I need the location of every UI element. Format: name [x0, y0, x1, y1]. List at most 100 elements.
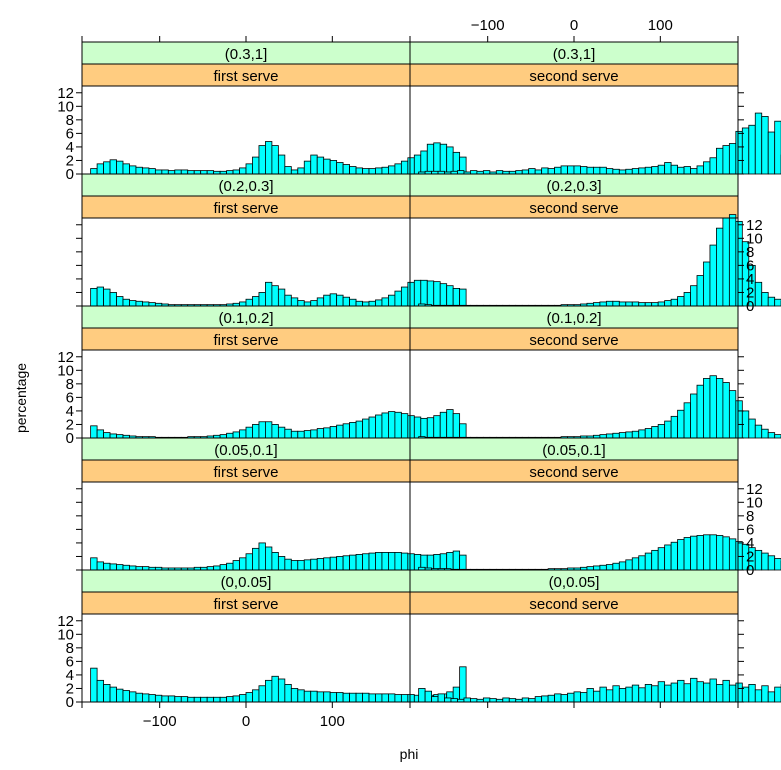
histogram-bar: [605, 300, 614, 307]
histogram-bar: [258, 685, 266, 703]
histogram-bar: [323, 691, 331, 703]
histogram-bar: [103, 432, 111, 439]
histogram-bar: [459, 423, 467, 439]
histogram-bar: [446, 285, 454, 307]
y-tick-label: 10: [57, 98, 74, 115]
histogram-bar: [502, 697, 510, 703]
histogram-bar: [644, 302, 653, 307]
histogram-bar: [728, 538, 737, 571]
histogram-bar: [277, 678, 286, 703]
histogram-bar: [554, 693, 562, 703]
histogram-bar: [362, 301, 370, 307]
histogram-bar: [303, 160, 312, 175]
strip-top-label: (0.05,0.1]: [542, 442, 605, 459]
histogram-bar: [413, 416, 422, 439]
histogram-bar: [586, 166, 594, 175]
histogram-bar: [459, 554, 467, 571]
strip-top-label: (0.2,0.3]: [218, 178, 273, 195]
histogram-bar: [554, 166, 562, 175]
histogram-bar: [703, 534, 711, 571]
histogram-bar: [245, 298, 253, 307]
histogram-bar: [375, 414, 383, 439]
strip-bottom-label: first serve: [213, 200, 278, 217]
y-tick-label: 8: [66, 640, 74, 657]
histogram-bar: [381, 693, 389, 703]
panel: (0.1,0.2] first serve: [81, 305, 467, 439]
histogram-bar: [400, 694, 409, 703]
histogram-bar: [709, 375, 717, 439]
y-tick-label: 6: [66, 389, 74, 406]
histogram-bar: [677, 296, 685, 307]
y-tick-label: 12: [746, 481, 763, 498]
histogram-bar: [303, 301, 312, 307]
histogram-bar: [303, 430, 312, 439]
histogram-bar: [116, 564, 124, 571]
histogram-bar: [446, 409, 454, 439]
histogram-bar: [618, 561, 627, 571]
histogram-bar: [297, 167, 305, 175]
histogram-bar: [407, 415, 415, 439]
histogram-bar: [470, 170, 478, 175]
histogram-bar: [625, 559, 633, 571]
panel-frame: [81, 613, 411, 703]
histogram-bar: [239, 694, 247, 703]
histogram-bar: [593, 302, 601, 307]
strip-bottom-label: first serve: [213, 68, 278, 85]
histogram-bar: [618, 432, 627, 439]
histogram-bar: [573, 165, 581, 175]
histogram-bar: [109, 686, 117, 703]
histogram-bar: [703, 682, 711, 703]
histogram-bar: [122, 564, 130, 571]
strip-top-label: (0,0.05]: [221, 574, 272, 591]
histogram-bar: [424, 690, 432, 703]
histogram-bar: [375, 552, 383, 571]
histogram-bar: [631, 684, 640, 703]
y-tick-label: 8: [746, 244, 754, 261]
histogram-bar: [297, 560, 305, 571]
histogram-bar: [154, 694, 163, 703]
histogram-bar: [761, 116, 769, 175]
histogram-bar: [754, 112, 763, 175]
histogram-bar: [96, 163, 104, 175]
histogram-bar: [754, 549, 763, 571]
histogram-bar: [349, 298, 357, 307]
histogram-bar: [135, 692, 143, 703]
histogram-bar: [625, 686, 633, 703]
histogram-bar: [213, 565, 221, 571]
histogram-bar: [541, 167, 549, 175]
strip-top-label: (0.2,0.3]: [546, 178, 601, 195]
histogram-bar: [651, 426, 659, 439]
histogram-bar: [271, 285, 279, 307]
histogram-bar: [547, 694, 555, 703]
panel: (0,0.05] first serve: [81, 569, 467, 703]
histogram-bar: [394, 694, 402, 703]
x-tick-label: 0: [242, 713, 250, 730]
histogram-bar: [342, 423, 350, 439]
histogram-bar: [664, 684, 672, 703]
histogram-bar: [394, 163, 402, 175]
histogram-bar: [528, 168, 536, 175]
histogram-bar: [748, 418, 756, 439]
y-tick-label: 10: [746, 494, 763, 511]
histogram-bar: [284, 166, 292, 175]
histogram-bar: [521, 169, 530, 175]
histogram-bar: [774, 558, 781, 571]
histogram-bar: [534, 696, 543, 703]
y-tick-label: 2: [66, 416, 74, 433]
histogram-bar: [426, 280, 435, 307]
histogram-bar: [741, 686, 750, 703]
histogram-bar: [407, 157, 415, 175]
histogram-bar: [716, 147, 724, 175]
histogram-bar: [690, 168, 698, 175]
histogram-bar: [310, 154, 318, 175]
histogram-bar: [407, 694, 415, 703]
histogram-bar: [728, 684, 737, 703]
histogram-bar: [265, 546, 273, 571]
histogram-bar: [728, 390, 737, 439]
histogram-bar: [316, 691, 325, 703]
histogram-bar: [690, 393, 698, 439]
y-tick-label: 12: [746, 217, 763, 234]
histogram-bar: [103, 684, 111, 703]
histogram-bar: [310, 300, 318, 307]
histogram-bar: [683, 683, 691, 703]
